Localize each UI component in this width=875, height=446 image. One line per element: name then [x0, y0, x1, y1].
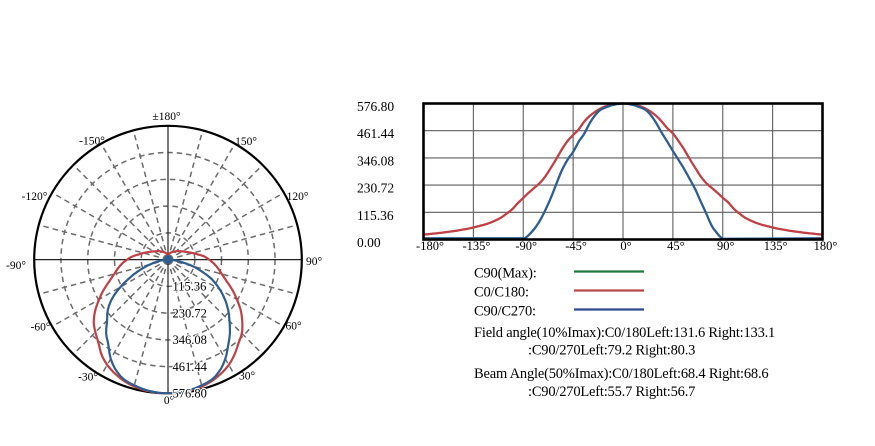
svg-text:120°: 120°	[287, 191, 309, 203]
svg-text:461.44: 461.44	[173, 360, 208, 374]
svg-text:0°: 0°	[620, 239, 631, 253]
svg-text:Field angle(10%Imax):C0/180Lef: Field angle(10%Imax):C0/180Left:131.6 Ri…	[474, 325, 775, 341]
svg-text:0°: 0°	[164, 395, 175, 407]
svg-text:576.80: 576.80	[173, 387, 207, 401]
svg-text:-45°: -45°	[565, 239, 587, 253]
svg-text:C90/C270:: C90/C270:	[474, 304, 536, 320]
svg-text:346.08: 346.08	[357, 153, 394, 168]
svg-text:C90(Max):: C90(Max):	[474, 266, 537, 282]
svg-text:576.80: 576.80	[357, 99, 394, 114]
svg-text:346.08: 346.08	[173, 333, 207, 347]
svg-text:±180°: ±180°	[152, 111, 181, 123]
svg-text:30°: 30°	[239, 371, 256, 383]
svg-text:230.72: 230.72	[357, 181, 394, 196]
svg-text:-180°: -180°	[416, 239, 444, 253]
svg-text:461.44: 461.44	[357, 126, 394, 141]
svg-text:-135°: -135°	[462, 239, 490, 253]
svg-text:90°: 90°	[717, 239, 735, 253]
svg-text:-120°: -120°	[22, 191, 48, 203]
svg-text:C0/C180:: C0/C180:	[474, 285, 529, 301]
svg-text:0.00: 0.00	[357, 235, 381, 250]
svg-text:150°: 150°	[235, 136, 257, 148]
svg-text:115.36: 115.36	[357, 208, 394, 223]
svg-text:45°: 45°	[667, 239, 685, 253]
svg-text:-90°: -90°	[6, 260, 26, 272]
svg-text::C90/270Left:79.2 Right:80.3: :C90/270Left:79.2 Right:80.3	[528, 343, 695, 359]
svg-text:-90°: -90°	[515, 239, 537, 253]
svg-text:Beam Angle(50%Imax):C0/180Left: Beam Angle(50%Imax):C0/180Left:68.4 Righ…	[474, 366, 768, 382]
svg-text:115.36: 115.36	[173, 280, 207, 294]
svg-text:90°: 90°	[306, 256, 323, 268]
svg-text:-60°: -60°	[31, 322, 51, 334]
svg-text:-30°: -30°	[78, 372, 98, 384]
svg-text:60°: 60°	[285, 321, 302, 333]
svg-text::C90/270Left:55.7 Right:56.7: :C90/270Left:55.7 Right:56.7	[528, 384, 695, 400]
svg-text:230.72: 230.72	[173, 306, 207, 320]
svg-text:180°: 180°	[814, 239, 838, 253]
svg-text:-150°: -150°	[79, 136, 105, 148]
svg-text:135°: 135°	[764, 239, 788, 253]
